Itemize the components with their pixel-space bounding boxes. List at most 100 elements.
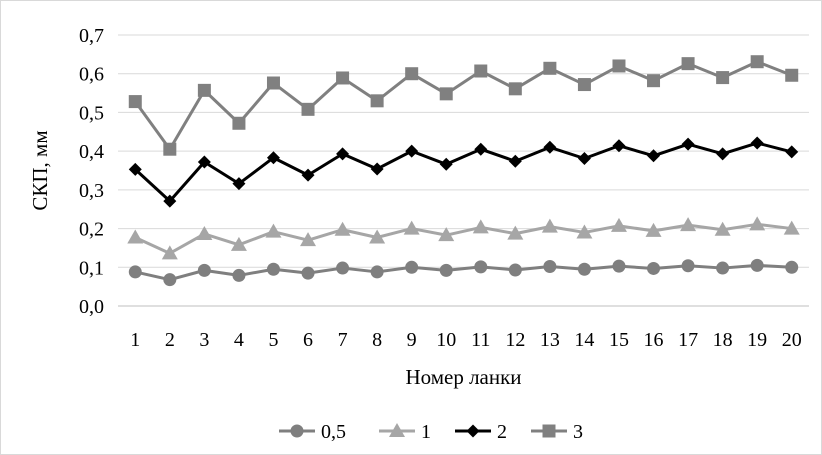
y-tick-label: 0,5 — [79, 102, 104, 124]
legend-marker — [542, 424, 556, 438]
data-point — [439, 87, 453, 101]
x-tick-label: 3 — [199, 329, 209, 351]
data-point — [543, 140, 557, 154]
data-point — [749, 216, 766, 231]
data-point — [610, 217, 627, 232]
series-2 — [127, 216, 800, 260]
data-point — [230, 236, 247, 251]
data-point — [577, 78, 591, 92]
data-point — [750, 258, 764, 272]
data-point — [681, 137, 695, 151]
data-point — [370, 162, 384, 176]
x-tick-label: 7 — [338, 329, 348, 351]
y-axis-title: СКП, мм — [28, 130, 52, 210]
data-point — [439, 263, 453, 277]
x-tick-label: 18 — [713, 329, 733, 351]
data-point — [577, 151, 591, 165]
x-tick-label: 20 — [782, 329, 802, 351]
data-point — [163, 273, 177, 287]
data-point — [127, 229, 144, 244]
x-tick-label: 19 — [747, 329, 767, 351]
data-point — [301, 102, 315, 116]
data-point — [266, 76, 280, 90]
data-point — [163, 142, 177, 156]
data-point — [507, 225, 524, 240]
data-point — [647, 149, 661, 163]
data-point — [405, 67, 419, 81]
data-point — [405, 144, 419, 158]
x-tick-label: 14 — [574, 329, 594, 351]
data-point — [439, 157, 453, 171]
data-point — [680, 217, 697, 232]
data-point — [336, 147, 350, 161]
data-point — [716, 71, 730, 85]
legend-marker — [466, 424, 480, 438]
data-point — [716, 261, 730, 275]
series-3 — [128, 136, 799, 208]
data-point — [474, 142, 488, 156]
legend-label: 0,5 — [321, 421, 346, 443]
x-tick-label: 13 — [540, 329, 560, 351]
legend-entry-1: 0,5 — [279, 421, 346, 443]
series-line — [134, 222, 792, 255]
y-tick-label: 0,6 — [79, 64, 104, 86]
legend-entry-4: 3 — [531, 421, 583, 443]
data-point — [612, 59, 626, 73]
series-line — [134, 141, 793, 203]
gridlines — [118, 34, 809, 307]
data-point — [266, 262, 280, 276]
x-tick-label: 6 — [303, 329, 313, 351]
data-point — [128, 265, 142, 279]
legend-label: 2 — [497, 421, 507, 443]
data-point — [266, 151, 280, 165]
y-tick-label: 0,3 — [79, 180, 104, 202]
data-point — [716, 147, 730, 161]
data-point — [196, 225, 213, 240]
x-tick-label: 4 — [234, 329, 244, 351]
x-tick-label: 1 — [130, 329, 140, 351]
y-axis-ticks: 0,0 0,1 0,2 0,3 0,4 0,5 0,6 0,7 — [79, 25, 104, 318]
data-point — [197, 83, 211, 97]
data-point — [783, 220, 800, 235]
legend-marker — [389, 423, 405, 437]
x-tick-label: 10 — [436, 329, 456, 351]
data-point — [128, 95, 142, 109]
data-point — [750, 55, 764, 69]
data-point — [232, 268, 246, 282]
x-tick-label: 11 — [471, 329, 490, 351]
x-tick-label: 9 — [407, 329, 417, 351]
data-point — [232, 177, 246, 191]
data-point — [508, 154, 522, 168]
x-tick-label: 5 — [268, 329, 278, 351]
data-point — [508, 82, 522, 96]
legend-label: 1 — [421, 421, 431, 443]
data-point — [750, 136, 764, 150]
data-point — [197, 263, 211, 277]
y-tick-label: 0,4 — [79, 141, 104, 163]
data-point — [334, 221, 351, 236]
x-tick-label: 16 — [644, 329, 664, 351]
legend-marker — [290, 424, 304, 438]
data-point — [197, 155, 211, 169]
data-point — [541, 218, 558, 233]
data-point — [785, 145, 799, 159]
data-point — [576, 224, 593, 239]
series-4 — [128, 55, 799, 156]
data-point — [647, 74, 661, 88]
data-point — [336, 71, 350, 85]
data-point — [336, 261, 350, 275]
series-group — [127, 55, 800, 287]
data-point — [474, 260, 488, 274]
data-point — [577, 262, 591, 276]
data-point — [714, 221, 731, 236]
data-point — [543, 260, 557, 274]
data-point — [681, 57, 695, 71]
data-point — [645, 222, 662, 237]
legend: 0,5 1 2 3 — [279, 421, 583, 443]
x-axis-title: Номер ланки — [405, 365, 521, 389]
data-point — [161, 245, 178, 260]
data-point — [405, 260, 419, 274]
data-point — [301, 266, 315, 280]
data-point — [232, 116, 246, 130]
